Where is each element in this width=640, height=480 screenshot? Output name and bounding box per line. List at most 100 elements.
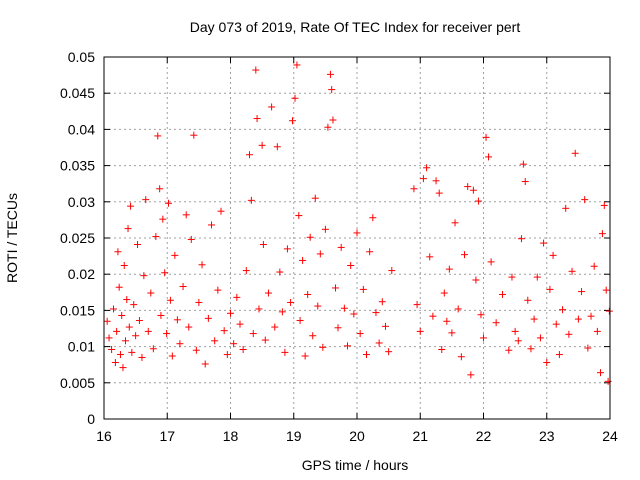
data-point (283, 245, 291, 253)
x-tick-label: 21 (412, 428, 428, 444)
x-tick-label: 18 (223, 428, 239, 444)
data-point (426, 253, 434, 261)
data-point (334, 324, 342, 332)
data-point (198, 261, 206, 269)
data-point (559, 306, 567, 314)
data-point (103, 317, 111, 325)
y-tick-label: 0.02 (68, 266, 95, 282)
data-point (457, 353, 465, 361)
data-point (605, 307, 613, 315)
data-point (185, 323, 193, 331)
data-point (410, 185, 418, 193)
data-point (369, 214, 377, 222)
data-point (477, 311, 485, 319)
data-point (492, 319, 500, 327)
data-point (291, 94, 299, 102)
data-point (109, 305, 117, 313)
data-point (413, 301, 421, 309)
y-tick-label: 0.005 (60, 375, 95, 391)
data-point (171, 251, 179, 259)
data-point (156, 185, 164, 193)
data-point (581, 196, 589, 204)
data-point (505, 346, 513, 354)
data-point (255, 305, 263, 313)
data-point (602, 286, 610, 294)
x-tick-label: 16 (96, 428, 112, 444)
y-tick-label: 0.015 (60, 302, 95, 318)
data-point (258, 141, 266, 149)
data-point (245, 151, 253, 159)
data-point (268, 103, 276, 111)
data-point (533, 273, 541, 281)
data-point (211, 337, 219, 345)
data-point (127, 202, 135, 210)
data-point (340, 304, 348, 312)
data-point (311, 194, 319, 202)
x-tick-label: 24 (602, 428, 618, 444)
data-point (140, 272, 148, 280)
data-point (147, 289, 155, 297)
data-point (217, 207, 225, 215)
data-point (227, 309, 234, 317)
data-point (115, 283, 123, 291)
data-point (316, 250, 324, 258)
data-point (135, 317, 143, 325)
data-point (253, 115, 261, 123)
data-point (125, 323, 133, 331)
data-point (480, 334, 487, 342)
y-tick-label: 0.045 (60, 85, 95, 101)
data-point (220, 327, 228, 335)
plot-frame (103, 56, 611, 420)
data-point (236, 320, 244, 328)
data-point (288, 117, 296, 125)
data-point (142, 196, 150, 204)
data-point (552, 320, 560, 328)
data-point (296, 317, 304, 325)
data-point (271, 323, 279, 331)
data-point (108, 345, 116, 353)
y-tick-label: 0.025 (60, 230, 95, 246)
data-point (604, 377, 612, 385)
data-point (179, 283, 187, 291)
data-point (344, 342, 352, 350)
x-tick-label: 19 (286, 428, 302, 444)
data-point (514, 337, 522, 345)
data-point (324, 123, 332, 131)
data-point (472, 276, 480, 284)
grid-lines (104, 57, 610, 419)
data-point (571, 149, 579, 157)
data-point (347, 262, 355, 270)
data-point (166, 296, 174, 304)
data-point (306, 233, 314, 241)
data-point (176, 340, 184, 348)
data-point (124, 225, 132, 233)
data-point (132, 332, 140, 340)
data-point (578, 288, 586, 296)
data-point (168, 352, 176, 360)
data-point (540, 239, 548, 247)
data-point (432, 177, 440, 185)
data-point (329, 116, 337, 124)
data-point (120, 262, 128, 270)
data-point (423, 164, 431, 172)
data-point (134, 241, 142, 249)
data-point (182, 211, 190, 219)
data-point (105, 334, 113, 342)
data-point (252, 66, 260, 74)
data-point (555, 351, 563, 359)
data-point (122, 337, 130, 345)
data-point (144, 327, 152, 335)
data-point (304, 290, 312, 298)
data-point (549, 251, 557, 259)
data-point (543, 359, 551, 367)
data-point (259, 241, 267, 249)
data-point (419, 175, 427, 183)
data-point (366, 248, 374, 256)
data-point (356, 330, 364, 338)
y-tick-label: 0.035 (60, 158, 95, 174)
data-point (281, 348, 289, 356)
data-point (328, 86, 336, 94)
data-point (233, 293, 241, 301)
data-point (546, 285, 554, 293)
data-point (519, 160, 527, 168)
